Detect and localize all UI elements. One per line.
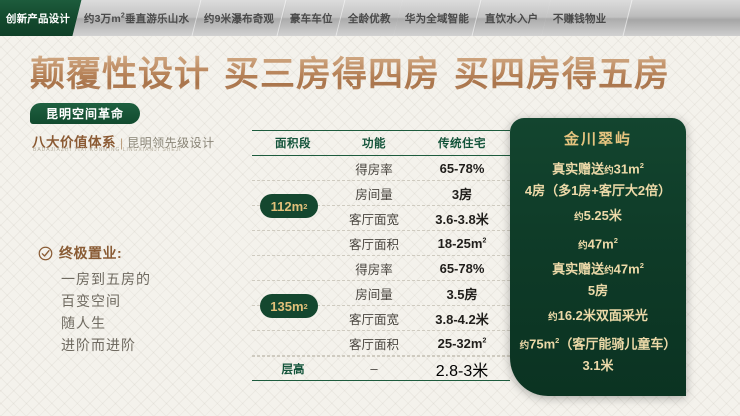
row-function-cell: 客厅面宽 bbox=[348, 312, 399, 327]
tab-label: 不赚钱物业 bbox=[553, 12, 607, 25]
tab-item-5[interactable]: 华为全域智能 bbox=[393, 0, 483, 36]
area-pill: 135m 2 bbox=[260, 294, 318, 318]
tab-label: 华为全域智能 bbox=[405, 12, 470, 25]
headline-part-3: 买四房得五房 bbox=[454, 54, 671, 95]
value-system-pinyin: BADAJIAZHI TIXI KUNMING LINGXIANJI SHEJI bbox=[33, 147, 182, 153]
row-traditional-cell: 3.8-4.2米 bbox=[435, 311, 489, 327]
section-badge: 昆明空间革命 bbox=[30, 103, 141, 124]
row-traditional-cell: 3.6-3.8米 bbox=[435, 211, 489, 227]
table-row: 得房率 65-78% bbox=[252, 256, 510, 281]
table-header-area: 面积段 bbox=[275, 138, 311, 150]
tab-label: 豪车车位 bbox=[289, 12, 333, 25]
row-function-cell: 客厅面积 bbox=[348, 237, 399, 252]
panel-row: 约47m2 bbox=[578, 236, 618, 252]
panel-row: 真实赠送约31m2 bbox=[552, 161, 644, 177]
table-header-traditional: 传统住宅 bbox=[438, 138, 486, 150]
panel-row: 5房 bbox=[587, 283, 609, 298]
row-traditional-cell: 3.5房 bbox=[446, 286, 478, 302]
closing-header: 终极置业: bbox=[38, 243, 238, 263]
tab-item-0[interactable]: 创新产品设计 bbox=[0, 0, 82, 36]
row-traditional-cell: 3房 bbox=[451, 186, 473, 202]
page-title: 颠覆性设计 买三房得四房 买四房得五房 bbox=[30, 52, 730, 98]
tab-label: 创新产品设计 bbox=[6, 12, 71, 25]
closing-lines: 一房到五房的 百变空间随人生进阶而进阶 bbox=[61, 268, 238, 356]
row-traditional-cell: 18-25m2 bbox=[437, 235, 487, 251]
row-function-cell: 房间量 bbox=[355, 187, 393, 202]
panel-row: 约5.25米 bbox=[574, 208, 622, 223]
table-row: 房间量 3房 bbox=[252, 181, 510, 206]
closing-block: 终极置业: 一房到五房的 百变空间随人生进阶而进阶 bbox=[38, 243, 238, 356]
check-circle-icon bbox=[38, 246, 53, 261]
row-traditional-cell: 25-32m2 bbox=[437, 335, 487, 351]
footer-area-label: 层高 bbox=[281, 363, 305, 376]
headline-part-1: 颠覆性设计 bbox=[30, 54, 211, 95]
table-row: 得房率 65-78% bbox=[252, 156, 510, 181]
closing-title: 终极置业: bbox=[59, 245, 123, 261]
tab-item-2[interactable]: 约9米瀑布奇观 bbox=[192, 0, 288, 36]
table-group: 135m 2 得房率 65-78% 房间量 3.5房客厅面宽 3.8-4.2米客厅面积 25-… bbox=[252, 256, 510, 356]
table-group: 112m 2 得房率 65-78% 房间量 3房客厅面宽 3.6-3.8米客厅面积 18-25… bbox=[252, 156, 510, 256]
table-row: 房间量 3.5房 bbox=[252, 281, 510, 306]
footer-traditional-value: 2.8-3米 bbox=[435, 362, 489, 380]
panel-title: 金川翠屿 bbox=[563, 130, 632, 148]
value-system-divider: | bbox=[120, 136, 124, 150]
headline-part-2: 买三房得四房 bbox=[224, 54, 441, 95]
panel-row: 4房（多1房+客厅大2倍） bbox=[524, 183, 672, 198]
table-row: 客厅面宽 3.6-3.8米 bbox=[252, 206, 510, 231]
row-function-cell: 客厅面积 bbox=[348, 337, 399, 352]
panel-row: 真实赠送约47m2 bbox=[552, 261, 644, 277]
row-traditional-cell: 65-78% bbox=[439, 160, 485, 176]
tab-item-3[interactable]: 豪车车位 bbox=[278, 0, 346, 36]
table-header-row: 面积段 功能 传统住宅 bbox=[252, 130, 510, 156]
panel-row: 3.1米 bbox=[582, 358, 614, 373]
tab-item-4[interactable]: 全龄优教 bbox=[336, 0, 403, 36]
table-header-function: 功能 bbox=[362, 138, 386, 150]
panel-row: 约16.2米双面采光 bbox=[548, 308, 648, 323]
value-system-line: 八大价值体系 | 昆明领先级设计 bbox=[32, 131, 215, 151]
value-system-title: 八大价值体系 bbox=[32, 135, 116, 151]
tab-label: 约9米瀑布奇观 bbox=[204, 12, 275, 25]
tab-label: 全龄优教 bbox=[347, 12, 391, 25]
closing-line: 一房到五房的 bbox=[61, 271, 151, 287]
section-badge-label: 昆明空间革命 bbox=[46, 107, 125, 121]
highlight-panel: 金川翠屿 真实赠送约31m2 4房（多1房+客厅大2倍） 约5.25米 约47m2 真实… bbox=[510, 118, 686, 396]
closing-line: 随人生 bbox=[61, 315, 106, 331]
table-row: 客厅面积 18-25m2 bbox=[252, 231, 510, 256]
row-traditional-cell: 65-78% bbox=[439, 260, 485, 276]
row-function-cell: 客厅面宽 bbox=[348, 212, 399, 227]
tab-bar: 创新产品设计 约3万m2垂直游乐山水 约9米瀑布奇观 豪车车位 全龄优教 华为全域智能 直饮… bbox=[0, 0, 740, 36]
footer-function-value: – bbox=[370, 361, 378, 376]
tab-item-6[interactable]: 直饮水入户 bbox=[473, 0, 551, 36]
tab-label: 直饮水入户 bbox=[484, 12, 539, 25]
table-footer-row: 层高 – 2.8-3米 bbox=[252, 356, 510, 381]
table-row: 客厅面积 25-32m2 bbox=[252, 331, 510, 356]
row-function-cell: 得房率 bbox=[355, 162, 393, 177]
closing-line: 进阶而进阶 bbox=[61, 337, 136, 353]
area-pill: 112m 2 bbox=[260, 194, 318, 218]
panel-row: 约75m2（客厅能骑儿童车） bbox=[519, 336, 677, 352]
comparison-table: 面积段 功能 传统住宅 112m 2 得房率 65-78% 房间量 3房客厅面宽 3.6-3… bbox=[252, 130, 510, 381]
value-system-subtitle: 昆明领先级设计 bbox=[127, 136, 215, 150]
closing-line: 百变空间 bbox=[61, 293, 121, 309]
tab-item-1[interactable]: 约3万m2垂直游乐山水 bbox=[72, 0, 202, 36]
row-function-cell: 房间量 bbox=[355, 287, 393, 302]
tab-label: 约3万m2垂直游乐山水 bbox=[84, 12, 190, 25]
tab-item-7[interactable]: 不赚钱物业 bbox=[541, 0, 633, 36]
table-row: 客厅面宽 3.8-4.2米 bbox=[252, 306, 510, 331]
row-function-cell: 得房率 bbox=[355, 262, 393, 277]
